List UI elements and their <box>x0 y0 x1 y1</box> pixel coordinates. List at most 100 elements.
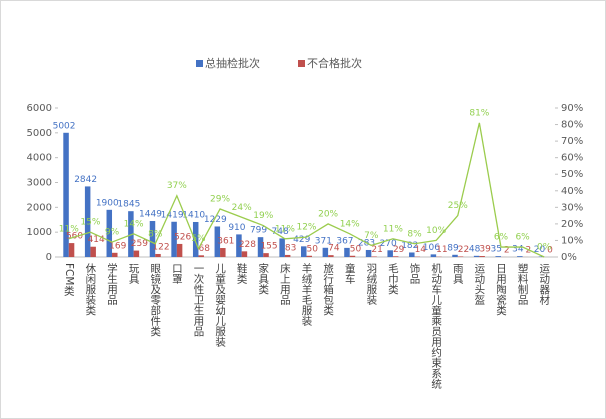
rate-label: 0% <box>537 243 552 253</box>
x-tick-label: 运动器材 <box>538 263 550 305</box>
bar <box>301 246 307 257</box>
bar <box>106 209 113 257</box>
rate-label: 14% <box>340 219 360 229</box>
data-label: 11 <box>436 245 447 255</box>
rate-label: 8% <box>148 229 163 239</box>
bar <box>479 256 485 257</box>
x-tick-label: 饰品 <box>409 262 421 285</box>
x-tick-label: 运动头盔 <box>473 263 485 305</box>
bar <box>392 256 399 257</box>
legend-label: 不合格批次 <box>307 56 362 70</box>
bar <box>371 256 377 257</box>
legend-swatch <box>196 60 203 67</box>
rate-label: 11% <box>59 224 79 234</box>
data-label: 748 <box>272 227 289 237</box>
y2-tick-label: 30% <box>561 202 583 213</box>
data-label: 169 <box>109 241 126 251</box>
y2-tick-label: 50% <box>561 169 583 180</box>
rate-label: 6% <box>494 233 509 243</box>
x-tick-label: 儿童及婴幼儿服装 <box>214 263 226 348</box>
rate-label: 81% <box>469 108 489 118</box>
data-label: 1229 <box>204 215 227 225</box>
data-label: 1410 <box>182 210 205 220</box>
y-tick-label: 3000 <box>27 178 52 189</box>
data-label: 182 <box>401 241 418 251</box>
y-tick-label: 5000 <box>27 128 52 139</box>
data-label: 22 <box>458 245 469 255</box>
data-label: 14 <box>415 245 427 255</box>
data-label: 799 <box>250 226 267 236</box>
data-label: 1845 <box>117 200 140 210</box>
bar <box>284 254 291 257</box>
data-label: 48 <box>469 244 481 254</box>
data-label: 361 <box>217 237 234 247</box>
bar <box>452 254 458 257</box>
legend-label: 总抽检批次 <box>205 56 260 70</box>
x-tick-label: 羊绒羊毛服装 <box>301 262 313 327</box>
data-label: 2842 <box>74 175 97 185</box>
data-label: 1900 <box>96 198 119 208</box>
bar <box>133 250 140 257</box>
data-label: 1419 <box>161 210 184 220</box>
bar <box>155 253 161 257</box>
rate-label: 11% <box>275 224 295 234</box>
bar <box>214 226 221 257</box>
rate-label: 12% <box>296 223 316 233</box>
data-label: 83 <box>285 243 296 253</box>
data-label: 74 <box>328 244 340 254</box>
x-tick-label: 床上用品 <box>279 262 291 306</box>
bar <box>473 255 480 257</box>
rate-label: 15% <box>80 218 100 228</box>
bar <box>322 247 329 257</box>
x-tick-label: 塑料制品 <box>517 262 529 306</box>
rate-label: 24% <box>232 203 252 213</box>
data-label: 50 <box>307 244 319 254</box>
y2-tick-label: 60% <box>561 153 583 164</box>
rate-label: 11% <box>383 224 403 234</box>
y-tick-label: 2000 <box>27 202 52 213</box>
rate-label: 10% <box>426 226 446 236</box>
y-tick-label: 6000 <box>27 103 52 114</box>
bar <box>176 243 183 257</box>
bar <box>236 234 242 257</box>
bar <box>198 255 204 257</box>
data-label: 2 <box>504 245 510 255</box>
rate-label: 7% <box>364 231 379 241</box>
data-label: 367 <box>336 236 353 246</box>
rate-label: 29% <box>210 194 230 204</box>
data-label: 371 <box>315 236 332 246</box>
bar <box>220 248 226 257</box>
x-tick-label: 旅行箱包类 <box>322 262 334 316</box>
data-label: 228 <box>239 240 256 250</box>
x-tick-label: 玩具 <box>128 263 140 285</box>
x-tick-label: 童车 <box>344 262 356 285</box>
bar <box>257 237 264 257</box>
x-tick-label: 口罩 <box>171 263 183 284</box>
x-tick-label: 休闲服装类 <box>84 263 96 316</box>
bar <box>517 256 523 257</box>
y2-tick-label: 20% <box>561 219 583 230</box>
bar <box>457 256 464 257</box>
data-label: 1449 <box>139 210 162 220</box>
data-label: 270 <box>380 239 397 249</box>
data-label: 89 <box>447 243 459 253</box>
data-label: 910 <box>228 223 245 233</box>
data-label: 155 <box>260 242 277 252</box>
data-label: 122 <box>152 242 169 252</box>
rate-label: 8% <box>407 229 422 239</box>
data-label: 414 <box>88 235 105 245</box>
y-tick-label: 4000 <box>27 153 52 164</box>
bar <box>387 250 393 257</box>
x-tick-label: 日用陶瓷类 <box>495 263 507 316</box>
bar <box>241 251 248 257</box>
data-label: 68 <box>198 244 210 254</box>
data-label: 259 <box>131 239 148 249</box>
bar <box>84 186 91 257</box>
data-label: 106 <box>423 243 440 253</box>
y2-tick-label: 10% <box>561 235 583 246</box>
bar <box>171 221 177 257</box>
bar <box>149 221 156 257</box>
data-label: 50 <box>350 244 362 254</box>
